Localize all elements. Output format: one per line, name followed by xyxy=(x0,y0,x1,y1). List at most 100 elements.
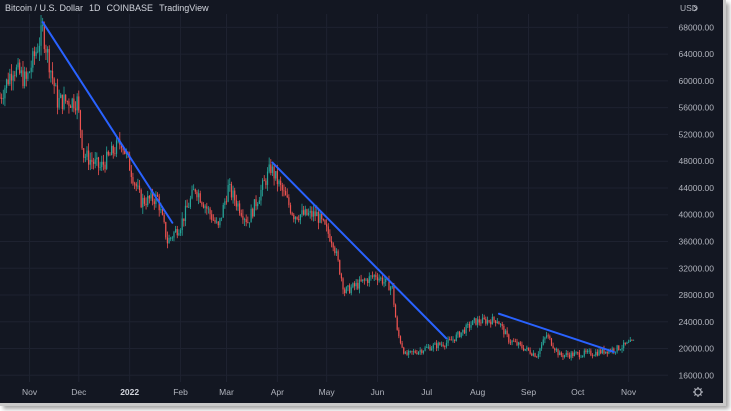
candle-body xyxy=(43,25,45,50)
candle-body xyxy=(160,209,162,211)
candle-body xyxy=(450,339,452,341)
interval-label[interactable]: 1D xyxy=(89,3,101,13)
candle-body xyxy=(260,189,262,201)
candle-body xyxy=(83,148,85,158)
candle-body xyxy=(375,275,377,278)
candle-body xyxy=(247,222,249,223)
candle-body xyxy=(440,344,443,346)
candle-body xyxy=(573,352,576,357)
trendline[interactable] xyxy=(497,312,615,353)
candle-body xyxy=(96,157,98,160)
candle-body xyxy=(324,220,326,225)
candle-body xyxy=(288,197,290,206)
candle-body xyxy=(212,219,214,221)
candle-body xyxy=(527,347,530,351)
chevron-down-icon[interactable] xyxy=(693,5,698,12)
candle-body xyxy=(56,85,59,108)
candle-body xyxy=(268,164,270,172)
candle-body xyxy=(619,349,622,351)
candle-body xyxy=(550,338,553,346)
candle-body xyxy=(408,350,410,355)
candle-body xyxy=(78,96,80,111)
candle-body xyxy=(608,349,610,354)
candle-body xyxy=(232,190,234,198)
candle-body xyxy=(513,340,515,342)
candle-body xyxy=(222,204,224,218)
candle-body xyxy=(25,71,27,79)
candle-body xyxy=(347,285,349,288)
candle-body xyxy=(124,150,126,154)
candle-body xyxy=(120,144,123,149)
candle-body xyxy=(165,222,167,238)
candle-body xyxy=(79,110,82,131)
candle-body xyxy=(330,241,333,244)
candle-body xyxy=(424,347,426,351)
candle-body xyxy=(583,350,585,356)
candle-body xyxy=(101,161,103,168)
candle-body xyxy=(183,218,185,222)
symbol-name[interactable]: Bitcoin / U.S. Dollar xyxy=(5,3,84,13)
candle-body xyxy=(621,348,623,350)
candle-body xyxy=(45,49,47,53)
candle-body xyxy=(314,211,316,217)
candle-body xyxy=(112,145,114,154)
price-tick-label: 60000.00 xyxy=(679,76,715,86)
date-tick-label: Mar xyxy=(219,387,234,397)
candle-body xyxy=(588,350,590,352)
candle-body xyxy=(152,192,154,202)
candle-body xyxy=(457,331,459,335)
candle-body xyxy=(398,329,400,337)
candle-body xyxy=(532,353,535,356)
candle-body xyxy=(178,233,180,236)
candle-body xyxy=(365,279,367,281)
candle-body xyxy=(506,330,508,335)
candle-body xyxy=(416,352,418,354)
trendline[interactable] xyxy=(41,21,174,224)
currency-label[interactable]: USD xyxy=(680,3,698,13)
candle-body xyxy=(189,198,191,207)
candle-body xyxy=(600,350,602,354)
candle-body xyxy=(219,218,221,226)
candle-body xyxy=(332,243,334,248)
candle-body xyxy=(449,339,451,341)
candle-body xyxy=(447,339,449,343)
price-tick-label: 36000.00 xyxy=(679,236,715,246)
price-chart[interactable]: 16000.00 20000.00 24000.00 28000.00 32000.00… xyxy=(0,0,723,403)
candle-body xyxy=(289,205,292,213)
candle-body xyxy=(109,154,111,156)
candle-body xyxy=(27,72,29,79)
candle-body xyxy=(445,342,448,347)
candle-body xyxy=(181,218,183,231)
date-tick-label: Apr xyxy=(271,387,284,397)
candle-body xyxy=(399,336,402,344)
candle-body xyxy=(102,161,105,165)
candle-body xyxy=(68,101,70,107)
candle-body xyxy=(593,355,595,357)
candle-body xyxy=(348,285,351,294)
candle-body xyxy=(508,334,510,343)
candle-body xyxy=(115,140,118,154)
price-tick-label: 44000.00 xyxy=(679,183,715,193)
candle-body xyxy=(559,352,561,356)
candle-body xyxy=(562,355,564,358)
candle-body xyxy=(434,343,436,345)
candle-body xyxy=(488,320,490,322)
candle-body xyxy=(514,341,516,343)
candle-body xyxy=(542,339,544,345)
gear-icon[interactable] xyxy=(693,387,703,397)
candle-body xyxy=(206,206,208,209)
candle-body xyxy=(133,183,136,185)
candle-body xyxy=(186,205,188,208)
candle-body xyxy=(74,108,77,111)
trendline[interactable] xyxy=(271,161,448,340)
candle-body xyxy=(404,352,406,354)
candle-body xyxy=(628,341,630,343)
candle-body xyxy=(544,337,546,340)
candle-body xyxy=(421,350,423,353)
candle-body xyxy=(106,151,108,169)
candle-body xyxy=(229,183,231,186)
candle-body xyxy=(352,283,354,288)
candle-body xyxy=(129,154,131,171)
candle-body xyxy=(243,219,246,221)
candle-body xyxy=(265,180,267,185)
